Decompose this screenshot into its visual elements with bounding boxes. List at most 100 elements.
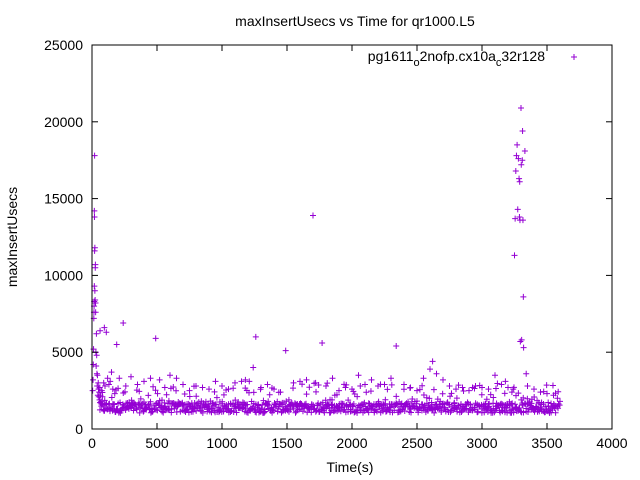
data-point	[420, 375, 427, 382]
data-point	[100, 379, 107, 386]
y-tick-label: 0	[75, 421, 83, 437]
data-point	[520, 394, 527, 401]
data-point	[269, 406, 276, 413]
data-point	[373, 401, 380, 408]
data-point	[285, 396, 292, 403]
data-point	[357, 383, 364, 390]
data-point	[154, 390, 161, 397]
data-point	[520, 344, 527, 351]
data-point	[388, 381, 395, 388]
data-point	[121, 388, 128, 395]
data-point	[242, 376, 249, 383]
data-point	[517, 408, 524, 415]
data-point	[101, 324, 108, 331]
plot-frame	[91, 44, 613, 430]
data-point	[236, 401, 243, 408]
data-point	[554, 395, 561, 402]
x-tick-label: 1000	[206, 435, 237, 451]
data-point	[508, 389, 515, 396]
data-point	[516, 214, 523, 221]
data-point	[282, 347, 289, 354]
data-point	[401, 407, 408, 414]
data-point	[271, 400, 278, 407]
x-axis: 0 500 1000 1500 2000 2500 3000 3500 4000	[88, 45, 628, 451]
data-point	[505, 384, 511, 391]
data-point	[161, 384, 168, 391]
data-point	[93, 363, 100, 370]
data-point	[105, 381, 112, 388]
data-point	[290, 385, 297, 392]
data-point	[170, 384, 177, 391]
data-point	[136, 388, 143, 395]
data-point	[466, 387, 472, 394]
data-point	[459, 384, 466, 391]
y-axis-label: maxInsertUsecs	[4, 187, 20, 287]
data-point	[510, 384, 517, 391]
data-point	[509, 406, 516, 413]
data-point	[382, 396, 389, 403]
data-point	[152, 335, 159, 342]
data-point	[423, 394, 430, 401]
data-point	[219, 382, 225, 389]
data-point	[120, 320, 127, 327]
data-point	[354, 409, 361, 416]
data-point	[474, 401, 481, 408]
data-point	[180, 402, 187, 409]
data-point	[533, 404, 540, 411]
data-point	[548, 400, 555, 407]
data-point	[145, 392, 152, 399]
data-point	[440, 376, 446, 383]
data-point	[230, 385, 237, 392]
data-point	[290, 405, 297, 412]
y-tick-label: 25000	[44, 37, 83, 53]
data-point	[519, 217, 526, 224]
data-point	[199, 384, 206, 391]
data-point	[181, 391, 188, 398]
data-point	[108, 369, 115, 376]
data-point	[394, 402, 401, 409]
data-point	[111, 390, 118, 397]
data-point	[107, 378, 114, 385]
data-point	[518, 104, 524, 111]
data-point	[494, 380, 501, 387]
data-point	[230, 408, 237, 415]
data-point	[90, 361, 97, 368]
data-point	[209, 400, 216, 407]
data-point	[299, 381, 306, 388]
x-tick-label: 500	[145, 435, 169, 451]
data-point	[97, 327, 104, 334]
data-point	[377, 381, 384, 388]
data-point	[255, 401, 262, 408]
data-point	[94, 372, 101, 379]
data-point	[524, 382, 531, 389]
data-point	[213, 394, 220, 401]
data-point	[191, 383, 198, 390]
data-point	[118, 407, 125, 414]
data-point	[323, 382, 329, 389]
data-point	[428, 399, 435, 406]
data-point	[259, 401, 266, 408]
data-point	[538, 399, 545, 406]
data-point	[91, 152, 98, 159]
data-point	[467, 401, 474, 408]
data-point	[321, 409, 328, 416]
data-point	[409, 396, 416, 403]
data-point	[188, 400, 195, 407]
data-point	[430, 386, 437, 393]
data-point	[258, 405, 265, 412]
data-point	[384, 386, 391, 393]
data-point	[206, 386, 212, 393]
data-point	[487, 391, 494, 398]
data-point	[154, 407, 161, 414]
data-point	[137, 395, 144, 402]
data-point	[101, 397, 108, 404]
data-point	[283, 398, 290, 405]
data-point	[95, 386, 102, 393]
data-point	[515, 390, 522, 397]
data-point	[537, 405, 544, 412]
data-point	[117, 399, 124, 406]
data-point	[363, 389, 370, 396]
data-point	[324, 380, 331, 387]
data-point	[375, 398, 382, 405]
data-point	[444, 399, 451, 406]
